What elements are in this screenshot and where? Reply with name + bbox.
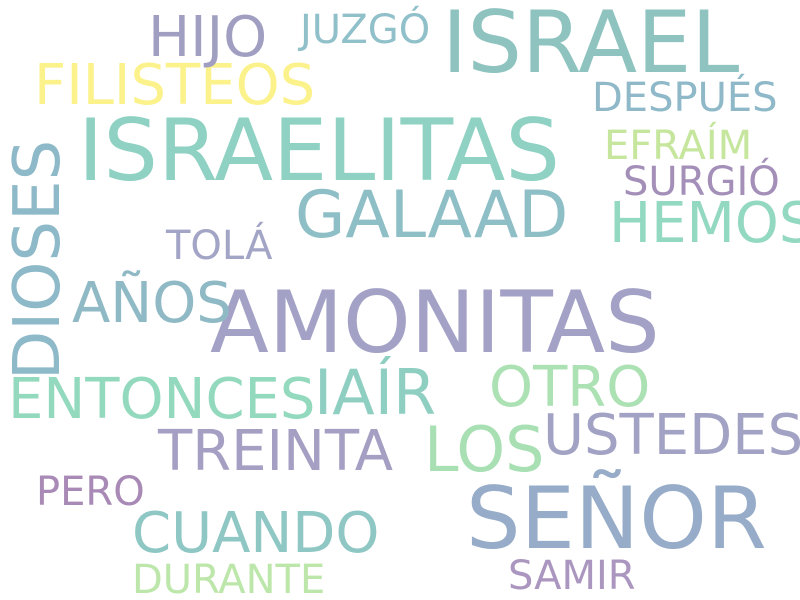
word-cuando: CUANDO xyxy=(132,501,380,566)
word-dioses: DIOSES xyxy=(1,139,75,380)
word-hemos: HEMOS xyxy=(609,191,800,256)
word-filisteos: FILISTEOS xyxy=(34,53,316,118)
word-hijo: HIJO xyxy=(148,5,268,70)
word-ustedes: USTEDES xyxy=(543,403,800,468)
word-amonitas: AMONITAS xyxy=(210,273,660,373)
word-treinta: TREINTA xyxy=(158,419,394,484)
word-efraim: EFRAÍM xyxy=(604,123,753,169)
word-samir: SAMIR xyxy=(508,553,636,599)
word-iair: IAÍR xyxy=(314,356,437,429)
word-entonces: ENTONCES xyxy=(8,367,316,432)
word-juzgo: JUZGÓ xyxy=(300,7,431,53)
word-otro: OTRO xyxy=(489,355,651,420)
word-surgio: SURGIÓ xyxy=(623,159,780,205)
word-durante: DURANTE xyxy=(132,557,326,600)
word-israelitas: ISRAELITAS xyxy=(78,101,560,201)
word-los: LOS xyxy=(424,413,545,486)
word-despues: DESPUÉS xyxy=(592,75,778,121)
word-galaad: GALAAD xyxy=(295,178,569,253)
word-tola: TOLÁ xyxy=(166,223,273,269)
word-senor: SEÑOR xyxy=(466,469,767,569)
word-israel: ISRAEL xyxy=(442,0,740,93)
word-pero: PERO xyxy=(36,469,145,515)
word-anos: AÑOS xyxy=(72,271,232,336)
